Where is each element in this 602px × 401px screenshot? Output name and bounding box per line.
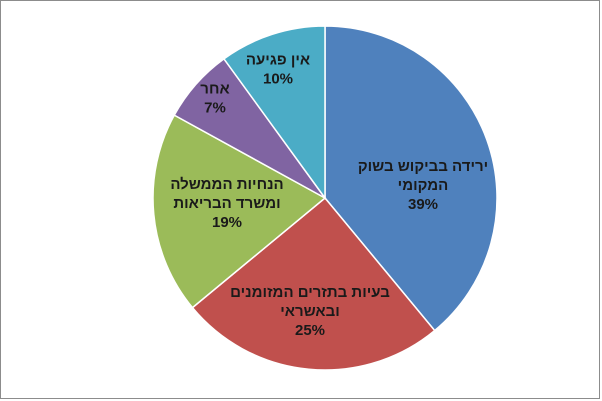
pie-value-label-2: 19% [212,214,242,231]
pie-category-label-1: ובאשראי [280,303,340,320]
pie-category-label-0: המקומי [398,177,449,194]
pie-category-label-3: אחר [200,80,229,97]
pie-value-label-3: 7% [204,99,226,116]
pie-value-label-0: 39% [408,196,438,213]
pie-slice-1 [191,196,436,371]
pie-slice-0 [324,25,498,332]
pie-category-label-2: ומשרד הבריאות [173,195,280,212]
pie-value-label-4: 10% [263,70,293,87]
pie-category-label-0: ירידה בביקוש בשוק [358,158,488,175]
pie-labels: ירידה בביקוש בשוק המקומי 39% בעיות בתזרים ה… [170,51,488,339]
pie-slices [152,25,498,371]
pie-slice-2 [152,114,327,309]
pie-value-label-1: 25% [295,322,325,339]
pie-category-label-2: הנחיות הממשלה [170,176,283,193]
pie-slice-4 [222,25,326,201]
pie-category-label-1: בעיות בתזרים המזומנים [230,284,390,301]
pie-category-label-4: אין פגיעה [246,51,310,68]
